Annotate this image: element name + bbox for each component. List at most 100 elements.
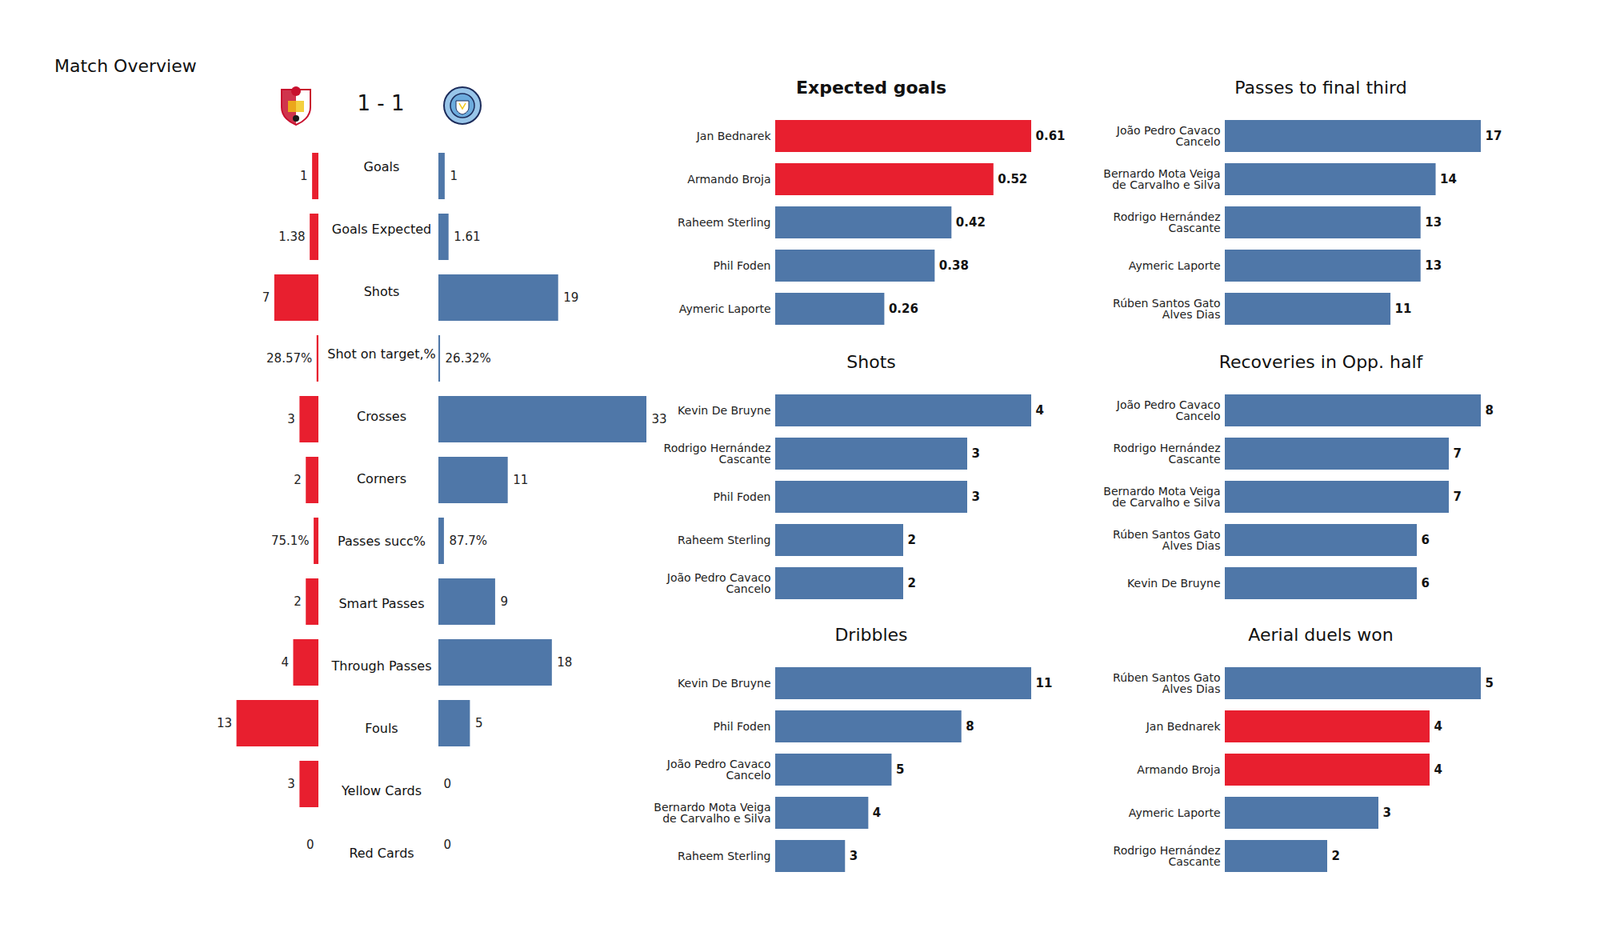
svg-text:Bernardo Mota Veigade Carvalho: Bernardo Mota Veigade Carvalho e Silva [1103, 167, 1220, 192]
svg-text:Rúben Santos GatoAlves Dias: Rúben Santos GatoAlves Dias [1112, 671, 1220, 696]
svg-text:7: 7 [262, 290, 271, 305]
svg-text:13: 13 [1424, 215, 1442, 230]
svg-text:3: 3 [972, 489, 980, 504]
svg-text:1.61: 1.61 [453, 229, 480, 244]
html-text:Corners: Corners [356, 471, 407, 487]
svg-text:28.57%: 28.57% [266, 351, 312, 366]
svg-text:Rodrigo HernándezCascante: Rodrigo HernándezCascante [664, 441, 772, 466]
svg-text:Armando Broja: Armando Broja [1136, 763, 1220, 776]
svg-text:Kevin De Bruyne: Kevin De Bruyne [677, 676, 771, 690]
svg-text:7: 7 [1453, 446, 1462, 461]
svg-text:11: 11 [1036, 676, 1053, 691]
svg-text:Phil Foden: Phil Foden [712, 720, 771, 733]
svg-text:5: 5 [475, 716, 484, 731]
svg-text:0: 0 [444, 837, 452, 852]
svg-text:Rodrigo HernándezCascante: Rodrigo HernándezCascante [1113, 441, 1221, 466]
svg-text:3: 3 [287, 776, 296, 792]
svg-text:0.52: 0.52 [997, 172, 1028, 187]
svg-text:Bernardo Mota Veigade Carvalho: Bernardo Mota Veigade Carvalho e Silva [1103, 484, 1220, 509]
svg-text:João Pedro CavacoCancelo: João Pedro CavacoCancelo [1116, 124, 1221, 148]
svg-text:9: 9 [500, 594, 508, 609]
svg-text:87.7%: 87.7% [448, 533, 488, 548]
svg-text:7: 7 [1453, 489, 1462, 504]
svg-text:2: 2 [293, 472, 302, 488]
svg-text:4: 4 [1434, 719, 1443, 734]
svg-text:0.61: 0.61 [1036, 128, 1066, 144]
html-text:Shots: Shots [363, 284, 400, 300]
svg-text:14: 14 [1440, 172, 1457, 187]
svg-text:0: 0 [444, 776, 452, 792]
svg-text:4: 4 [1434, 762, 1443, 777]
svg-text:1.38: 1.38 [278, 229, 305, 244]
svg-text:17: 17 [1485, 128, 1503, 144]
svg-text:4: 4 [872, 805, 881, 820]
svg-text:3: 3 [287, 412, 296, 427]
svg-text:19: 19 [563, 290, 579, 305]
html-text:Expected goals: Expected goals [795, 77, 947, 98]
html-text:Dribbles: Dribbles [834, 624, 908, 645]
svg-text:1: 1 [300, 168, 308, 184]
svg-text:João Pedro CavacoCancelo: João Pedro CavacoCancelo [1116, 398, 1221, 423]
svg-text:3: 3 [972, 446, 980, 461]
svg-text:Kevin De Bruyne: Kevin De Bruyne [677, 404, 771, 417]
svg-text:Raheem Sterling: Raheem Sterling [677, 849, 771, 863]
svg-text:2: 2 [908, 576, 916, 591]
svg-text:Phil Foden: Phil Foden [712, 490, 771, 504]
svg-text:Raheem Sterling: Raheem Sterling [677, 216, 771, 229]
html-text:Shot on target,%: Shot on target,% [327, 346, 436, 362]
svg-text:11: 11 [1395, 301, 1412, 316]
svg-text:3: 3 [1383, 805, 1392, 820]
svg-text:11: 11 [512, 472, 528, 488]
svg-text:13: 13 [1424, 258, 1442, 273]
svg-text:5: 5 [1485, 676, 1494, 691]
svg-text:6: 6 [1421, 532, 1430, 548]
html-text:Match Overview: Match Overview [54, 56, 197, 76]
svg-text:João Pedro CavacoCancelo: João Pedro CavacoCancelo [666, 571, 772, 596]
html-text:Goals Expected: Goals Expected [331, 221, 432, 238]
svg-text:Aymeric Laporte: Aymeric Laporte [679, 302, 772, 316]
svg-text:4: 4 [1036, 403, 1044, 418]
svg-text:8: 8 [965, 719, 974, 734]
html-text:Goals: Goals [363, 159, 400, 175]
svg-text:João Pedro CavacoCancelo: João Pedro CavacoCancelo [666, 757, 772, 782]
html-text:Passes succ%: Passes succ% [337, 533, 426, 550]
svg-text:Bernardo Mota Veigade Carvalho: Bernardo Mota Veigade Carvalho e Silva [653, 800, 771, 825]
svg-text:Aymeric Laporte: Aymeric Laporte [1128, 259, 1221, 272]
svg-text:Kevin De Bruyne: Kevin De Bruyne [1127, 576, 1220, 590]
html-text:Recoveries in Opp. half: Recoveries in Opp. half [1218, 352, 1423, 372]
svg-text:Rúben Santos GatoAlves Dias: Rúben Santos GatoAlves Dias [1112, 528, 1220, 552]
svg-text:5: 5 [896, 762, 904, 777]
svg-text:Raheem Sterling: Raheem Sterling [677, 533, 771, 547]
svg-text:8: 8 [1485, 403, 1494, 418]
svg-text:1: 1 [449, 168, 458, 184]
svg-text:Rodrigo HernándezCascante: Rodrigo HernándezCascante [1113, 210, 1221, 235]
svg-text:Armando Broja: Armando Broja [687, 172, 771, 186]
svg-text:33: 33 [652, 412, 668, 427]
svg-text:26.32%: 26.32% [445, 351, 492, 366]
svg-text:2: 2 [1332, 848, 1340, 864]
html-text:Red Cards: Red Cards [349, 845, 415, 862]
svg-text:Phil Foden: Phil Foden [712, 259, 771, 272]
svg-text:75.1%: 75.1% [271, 533, 310, 548]
svg-text:Jan Bednarek: Jan Bednarek [696, 129, 772, 143]
svg-text:0.38: 0.38 [939, 258, 969, 273]
svg-text:13: 13 [216, 716, 232, 731]
html-text:Crosses: Crosses [356, 409, 407, 425]
html-text:1 - 1: 1 - 1 [357, 91, 405, 116]
svg-text:6: 6 [1421, 576, 1430, 591]
svg-text:4: 4 [280, 655, 289, 670]
svg-text:3: 3 [849, 848, 858, 864]
html-text:Shots: Shots [846, 352, 896, 372]
svg-text:0.42: 0.42 [956, 215, 986, 230]
svg-text:Jan Bednarek: Jan Bednarek [1145, 720, 1222, 733]
svg-text:Rúben Santos GatoAlves Dias: Rúben Santos GatoAlves Dias [1112, 296, 1220, 321]
svg-text:2: 2 [293, 594, 302, 609]
html-text:Aerial duels won: Aerial duels won [1248, 624, 1394, 645]
svg-text:Rodrigo HernándezCascante: Rodrigo HernándezCascante [1113, 844, 1221, 868]
svg-text:0: 0 [306, 837, 315, 852]
svg-text:Aymeric Laporte: Aymeric Laporte [1128, 806, 1221, 820]
svg-text:2: 2 [908, 532, 916, 548]
svg-text:0.26: 0.26 [888, 301, 919, 316]
html-text:Passes to final third: Passes to final third [1234, 77, 1407, 98]
svg-text:18: 18 [556, 655, 572, 670]
